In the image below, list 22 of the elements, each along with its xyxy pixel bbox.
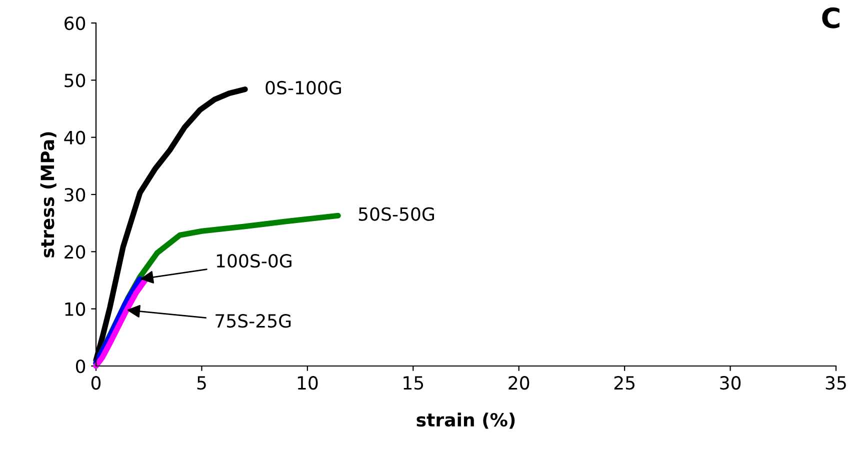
y-tick-label: 30 — [64, 188, 86, 202]
x-tick-label: 15 — [404, 376, 424, 390]
y-tick-label: 40 — [64, 130, 86, 144]
annotation: 100S-0G — [216, 254, 292, 268]
y-axis-title: stress (MPa) — [40, 132, 56, 258]
x-tick-label: 35 — [826, 376, 846, 390]
x-tick-label: 5 — [197, 376, 206, 390]
x-axis-title: strain (%) — [416, 412, 515, 429]
x-tick-label: 30 — [720, 376, 741, 390]
series-label: 0S-100G — [266, 80, 341, 95]
y-tick-label: 0 — [76, 359, 86, 374]
annotation: 75S-25G — [216, 314, 291, 328]
series-label: 50S-50G — [358, 207, 434, 221]
x-tick-label: 20 — [508, 376, 530, 390]
y-tick-label: 10 — [65, 302, 86, 316]
y-tick-label: 60 — [64, 16, 86, 30]
annotation: C — [822, 7, 840, 28]
y-tick-label: 20 — [64, 245, 86, 259]
y-tick-label: 50 — [64, 74, 86, 88]
x-tick-label: 0 — [91, 376, 101, 390]
x-tick-label: 25 — [614, 376, 634, 390]
x-tick-label: 10 — [298, 376, 318, 390]
